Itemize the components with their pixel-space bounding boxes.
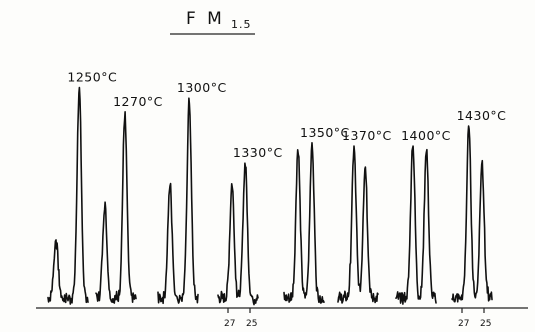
- trace-1370c: [337, 145, 379, 304]
- trace-1300c: [157, 97, 199, 305]
- chart-title: F M 1.5: [170, 9, 255, 35]
- tick-label-2: 25: [246, 319, 257, 329]
- temperature-label-1370: 1370°C: [342, 128, 392, 143]
- temperature-label-1350: 1350°C: [300, 125, 350, 140]
- trace-1330c: [217, 162, 259, 306]
- temperature-label-1270: 1270°C: [113, 94, 163, 109]
- traces-group: [47, 86, 493, 306]
- trace-1400c: [395, 145, 437, 305]
- chart-title-text: F M: [186, 9, 225, 29]
- tick-labels-group: 27 25 27 25: [224, 308, 491, 329]
- trace-1270c: [95, 111, 137, 304]
- tick-label-3: 27: [458, 319, 469, 329]
- temperature-label-1430: 1430°C: [457, 108, 507, 123]
- tick-label-1: 27: [224, 319, 235, 329]
- trace-1350c: [283, 142, 325, 304]
- temperature-label-1250: 1250°C: [67, 70, 117, 85]
- trace-1250c: [47, 86, 89, 305]
- tick-label-4: 25: [480, 319, 491, 329]
- chart-title-subscript: 1.5: [231, 18, 252, 31]
- temperature-label-1300: 1300°C: [177, 80, 227, 95]
- trace-1430c: [451, 125, 493, 303]
- temperature-label-1400: 1400°C: [401, 128, 451, 143]
- temperature-label-1330: 1330°C: [233, 145, 283, 160]
